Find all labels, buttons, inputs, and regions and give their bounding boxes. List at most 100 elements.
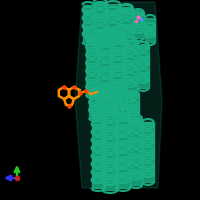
- Polygon shape: [142, 174, 154, 182]
- Polygon shape: [132, 22, 144, 30]
- Polygon shape: [101, 88, 115, 96]
- Polygon shape: [94, 37, 106, 45]
- Polygon shape: [114, 90, 127, 91]
- Polygon shape: [130, 161, 142, 169]
- Polygon shape: [124, 52, 136, 60]
- Polygon shape: [132, 30, 144, 38]
- Polygon shape: [86, 71, 98, 79]
- Polygon shape: [102, 110, 118, 118]
- Polygon shape: [98, 32, 112, 34]
- Polygon shape: [138, 80, 148, 88]
- Polygon shape: [138, 64, 148, 72]
- Polygon shape: [110, 47, 126, 55]
- Polygon shape: [120, 8, 132, 16]
- Polygon shape: [98, 66, 112, 74]
- Polygon shape: [145, 26, 155, 34]
- Polygon shape: [116, 124, 130, 132]
- Polygon shape: [102, 142, 118, 150]
- Polygon shape: [102, 166, 118, 174]
- Polygon shape: [110, 39, 126, 47]
- Polygon shape: [124, 40, 136, 44]
- Polygon shape: [98, 34, 112, 42]
- Polygon shape: [116, 164, 130, 172]
- Polygon shape: [86, 55, 98, 63]
- Polygon shape: [94, 13, 106, 21]
- Polygon shape: [86, 87, 98, 95]
- Polygon shape: [138, 56, 148, 64]
- Polygon shape: [83, 5, 94, 10]
- Polygon shape: [138, 48, 148, 56]
- Polygon shape: [86, 39, 98, 47]
- Polygon shape: [132, 12, 144, 14]
- Polygon shape: [92, 116, 104, 124]
- Polygon shape: [138, 45, 148, 48]
- Polygon shape: [98, 42, 112, 50]
- Polygon shape: [92, 148, 104, 156]
- Polygon shape: [86, 47, 98, 55]
- Polygon shape: [98, 74, 112, 82]
- Polygon shape: [94, 2, 106, 5]
- Polygon shape: [102, 150, 118, 158]
- Polygon shape: [138, 72, 148, 80]
- Polygon shape: [89, 102, 101, 110]
- Polygon shape: [110, 63, 126, 71]
- Polygon shape: [92, 140, 104, 148]
- Polygon shape: [114, 91, 127, 99]
- Polygon shape: [106, 26, 120, 34]
- Polygon shape: [124, 60, 136, 68]
- Polygon shape: [101, 96, 115, 104]
- Polygon shape: [92, 164, 104, 172]
- Polygon shape: [92, 132, 104, 140]
- Polygon shape: [130, 145, 142, 153]
- Polygon shape: [110, 35, 126, 39]
- Polygon shape: [106, 4, 120, 10]
- Polygon shape: [98, 82, 112, 90]
- Polygon shape: [110, 87, 126, 95]
- Polygon shape: [86, 79, 98, 87]
- Polygon shape: [127, 94, 139, 96]
- Polygon shape: [98, 58, 112, 66]
- Polygon shape: [116, 156, 130, 164]
- Polygon shape: [92, 112, 104, 116]
- Polygon shape: [106, 34, 120, 42]
- Polygon shape: [110, 79, 126, 87]
- Polygon shape: [124, 68, 136, 76]
- Polygon shape: [142, 158, 154, 166]
- Polygon shape: [86, 38, 98, 39]
- Polygon shape: [94, 5, 106, 13]
- Polygon shape: [106, 10, 120, 18]
- Polygon shape: [145, 34, 155, 42]
- Polygon shape: [94, 21, 106, 29]
- Polygon shape: [83, 34, 94, 42]
- Polygon shape: [92, 156, 104, 164]
- Polygon shape: [132, 14, 144, 22]
- Polygon shape: [145, 18, 155, 26]
- Polygon shape: [89, 92, 101, 94]
- Polygon shape: [92, 180, 104, 188]
- Polygon shape: [142, 166, 154, 174]
- Polygon shape: [142, 126, 154, 134]
- Polygon shape: [130, 169, 142, 177]
- Polygon shape: [75, 2, 162, 188]
- Polygon shape: [114, 107, 127, 115]
- Polygon shape: [124, 76, 136, 84]
- Polygon shape: [116, 112, 130, 116]
- Polygon shape: [92, 172, 104, 180]
- Polygon shape: [110, 55, 126, 63]
- Polygon shape: [127, 104, 139, 112]
- Polygon shape: [142, 122, 154, 126]
- Polygon shape: [142, 142, 154, 150]
- Polygon shape: [142, 134, 154, 142]
- Polygon shape: [86, 63, 98, 71]
- Polygon shape: [116, 180, 130, 188]
- Polygon shape: [102, 182, 118, 190]
- Polygon shape: [102, 158, 118, 166]
- Polygon shape: [142, 150, 154, 158]
- Polygon shape: [89, 94, 101, 102]
- Polygon shape: [102, 134, 118, 142]
- Polygon shape: [124, 44, 136, 52]
- Polygon shape: [83, 10, 94, 18]
- Polygon shape: [89, 110, 101, 118]
- Polygon shape: [116, 172, 130, 180]
- Polygon shape: [120, 24, 132, 32]
